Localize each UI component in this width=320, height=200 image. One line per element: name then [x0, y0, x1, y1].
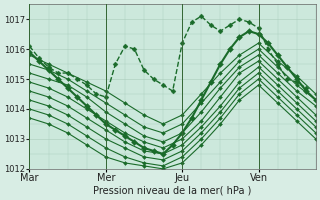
X-axis label: Pression niveau de la mer( hPa ): Pression niveau de la mer( hPa ) — [93, 186, 252, 196]
